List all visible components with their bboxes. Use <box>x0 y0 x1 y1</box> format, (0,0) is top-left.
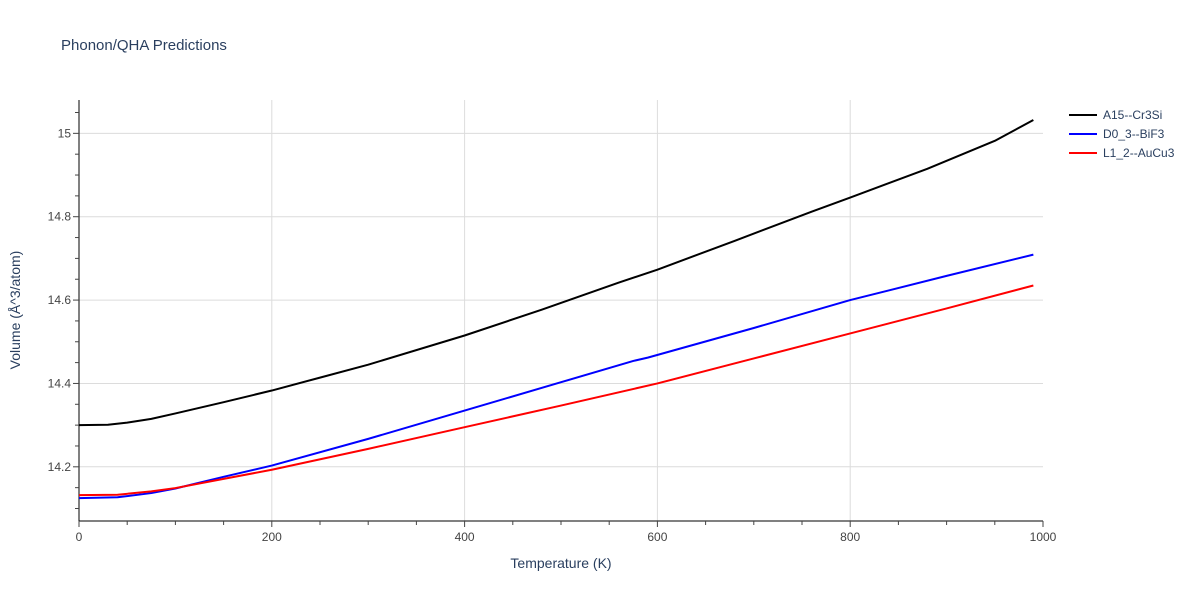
x-tick-label: 400 <box>455 530 475 544</box>
grid <box>79 100 1043 521</box>
y-axis-title: Volume (Å^3/atom) <box>7 251 23 370</box>
y-tick-label: 14.8 <box>48 210 72 224</box>
series-line-2 <box>78 284 1034 497</box>
axes: 0 200 400 600 800 1000 14.2 14.4 14.6 14.8 15 <box>48 100 1057 544</box>
legend-label: L1_2--AuCu3 <box>1103 146 1175 160</box>
legend[interactable]: A15--Cr3Si D0_3--BiF3 L1_2--AuCu3 <box>1069 108 1175 160</box>
legend-item-1[interactable]: D0_3--BiF3 <box>1069 127 1165 141</box>
x-tick-label: 800 <box>840 530 860 544</box>
y-tick-label: 14.4 <box>48 376 72 390</box>
legend-item-2[interactable]: L1_2--AuCu3 <box>1069 146 1175 160</box>
y-tick-label: 14.6 <box>48 293 72 307</box>
x-tick-label: 600 <box>647 530 667 544</box>
legend-label: A15--Cr3Si <box>1103 108 1162 122</box>
legend-item-0[interactable]: A15--Cr3Si <box>1069 108 1162 122</box>
series-line-1 <box>78 253 1034 500</box>
chart-title: Phonon/QHA Predictions <box>61 37 227 54</box>
x-axis-title: Temperature (K) <box>510 555 611 571</box>
x-tick-label: 0 <box>76 530 83 544</box>
x-tick-label: 1000 <box>1030 530 1057 544</box>
series-line-0 <box>78 119 1034 427</box>
y-tick-label: 15 <box>58 126 72 140</box>
x-tick-label: 200 <box>262 530 282 544</box>
y-tick-label: 14.2 <box>48 460 72 474</box>
series-lines <box>78 119 1034 500</box>
legend-label: D0_3--BiF3 <box>1103 127 1165 141</box>
